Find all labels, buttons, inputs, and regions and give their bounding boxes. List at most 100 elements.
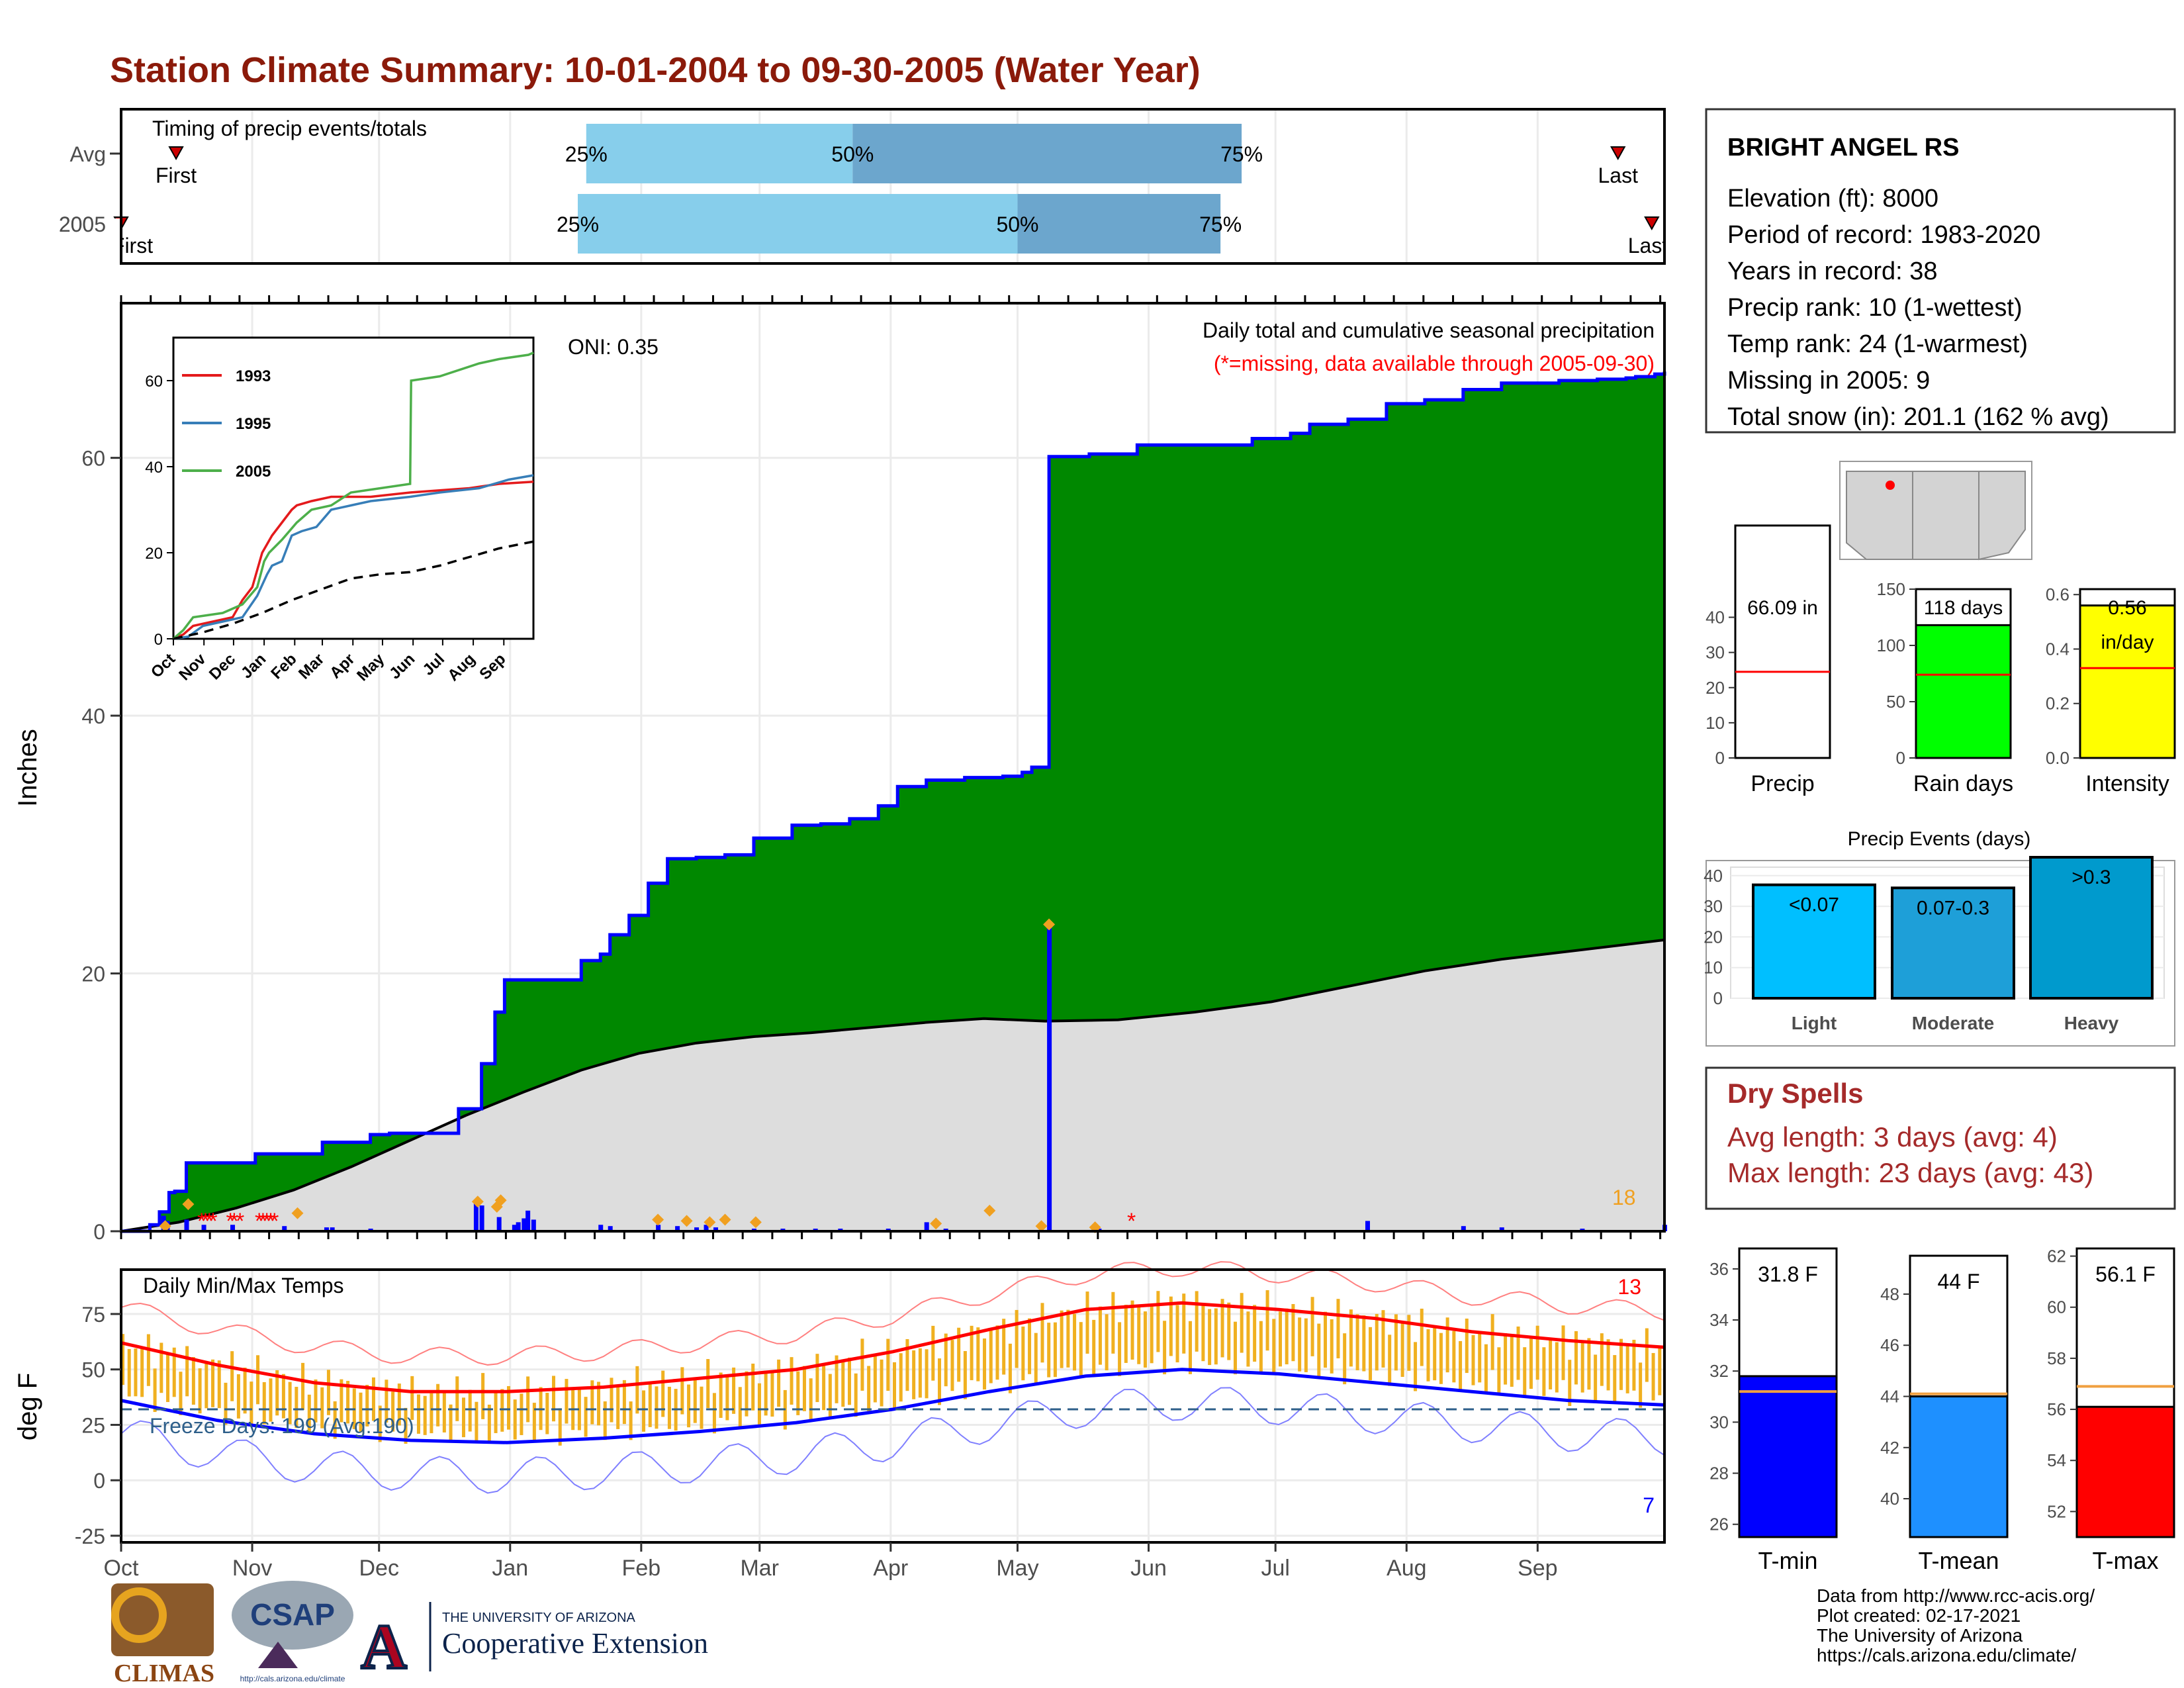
- daily-precip-bar: [1047, 924, 1052, 1231]
- daily-temp-range-bar: [1317, 1323, 1321, 1377]
- cumulative-2005-line: [121, 371, 1666, 1233]
- temp-ytick-label: 28: [1709, 1464, 1729, 1483]
- logos: CLIMAS CSAP http://cals.arizona.edu/climat…: [111, 1581, 708, 1687]
- daily-temp-range-bar: [635, 1366, 639, 1414]
- daily-temp-range-bar: [461, 1397, 465, 1438]
- daily-temp-range-bar: [700, 1386, 704, 1429]
- daily-temp-range-bar: [867, 1366, 871, 1411]
- daily-temp-range-bar: [1188, 1321, 1192, 1374]
- total-label: Intensity: [2085, 771, 2169, 796]
- daily-temp-range-bar: [385, 1380, 388, 1423]
- first-marker: [168, 146, 184, 161]
- daily-temp-range-bar: [1407, 1315, 1411, 1371]
- record-diamond: [719, 1213, 731, 1226]
- daily-temp-range-bar: [545, 1393, 549, 1434]
- daily-temp-range-bar: [281, 1374, 285, 1419]
- credit-line: https://cals.arizona.edu/climate/: [1817, 1645, 2076, 1665]
- daily-temp-range-bar: [777, 1359, 781, 1407]
- daily-precip-bar: [522, 1218, 527, 1231]
- daily-temp-range-bar: [1369, 1327, 1373, 1381]
- daily-precip-bar: [1365, 1221, 1370, 1231]
- daily-precip-bar: [675, 1226, 680, 1231]
- temp-ytick-label: 44: [1880, 1387, 1899, 1407]
- month-label: Nov: [232, 1556, 272, 1581]
- daily-precip-bar: [512, 1225, 517, 1231]
- daily-temp-range-bar: [603, 1401, 607, 1440]
- record-low-line: [120, 1387, 1665, 1494]
- daily-temp-range-bar: [1516, 1326, 1520, 1380]
- daily-temp-range-bar: [1098, 1306, 1102, 1365]
- station-name: BRIGHT ANGEL RS: [1727, 134, 1959, 162]
- daily-temp-range-bar: [205, 1361, 208, 1409]
- texas-shape: [1978, 471, 2026, 561]
- temp-value: 44 F: [1937, 1270, 1979, 1293]
- daily-temp-range-bar: [1298, 1317, 1302, 1372]
- daily-temp-range-bar: [1336, 1299, 1340, 1358]
- station-info-line: Years in record: 38: [1727, 258, 1938, 285]
- daily-temp-range-bar: [1233, 1321, 1237, 1375]
- month-label: May: [996, 1556, 1038, 1581]
- temp-ytick-label: 42: [1880, 1438, 1899, 1458]
- daily-temp-range-bar: [1400, 1323, 1404, 1378]
- daily-temp-range-bar: [211, 1359, 215, 1407]
- daily-temp-range-bar: [925, 1349, 929, 1399]
- daily-temp-range-bar: [1208, 1309, 1212, 1366]
- inset-series-line: [173, 481, 534, 640]
- daily-precip-bar: [713, 1227, 719, 1231]
- temp-ytick-label: 32: [1709, 1361, 1729, 1381]
- daily-temp-range-bar: [1272, 1319, 1276, 1372]
- daily-temp-range-bar: [989, 1330, 993, 1383]
- daily-temp-range-bar: [558, 1408, 562, 1446]
- temps-ytick-label: 0: [93, 1469, 105, 1493]
- total-label: Precip: [1751, 771, 1814, 796]
- daily-temp-range-bar: [436, 1383, 440, 1427]
- daily-temp-range-bar: [1169, 1296, 1173, 1356]
- daily-temp-range-bar: [475, 1401, 478, 1441]
- daily-temp-range-bar: [159, 1342, 163, 1393]
- daily-temp-range-bar: [1028, 1318, 1032, 1374]
- daily-temp-range-bar: [166, 1354, 170, 1402]
- total-ytick-label: 0: [1896, 748, 1905, 768]
- dry-spells-box: Dry Spells Avg length: 3 days (avg: 4) Max…: [1705, 1066, 2176, 1210]
- total-ytick-label: 0: [1715, 748, 1725, 768]
- station-info-line: Precip rank: 10 (1-wettest): [1727, 294, 2023, 322]
- daily-temp-range-bar: [912, 1350, 916, 1399]
- daily-temp-range-bar: [1426, 1329, 1430, 1382]
- daily-temp-range-bar: [1182, 1293, 1186, 1354]
- temp-value: 31.8 F: [1758, 1262, 1818, 1286]
- inset-series-line: [172, 352, 534, 640]
- daily-temp-range-bar: [365, 1385, 369, 1427]
- daily-temp-range-bar: [880, 1359, 884, 1407]
- daily-temp-range-bar: [1619, 1338, 1623, 1390]
- daily-temp-range-bar: [1484, 1344, 1488, 1393]
- temp-bar-label: T-min: [1758, 1547, 1818, 1574]
- station-location-dot: [1886, 481, 1895, 490]
- daily-temp-range-bar: [1130, 1300, 1134, 1360]
- record-diamond: [1035, 1220, 1048, 1233]
- total-ytick-label: 100: [1877, 635, 1905, 655]
- temp-bar-label: T-mean: [1918, 1547, 1999, 1574]
- daily-temp-range-bar: [790, 1357, 794, 1405]
- daily-temp-range-bar: [732, 1367, 736, 1414]
- daily-temp-range-bar: [944, 1333, 948, 1387]
- events-ytick-label: 0: [1713, 988, 1723, 1008]
- daily-temp-range-bar: [121, 1334, 124, 1385]
- daily-temp-range-bar: [1613, 1355, 1617, 1403]
- dry-spells-max: Max length: 23 days (avg: 43): [1727, 1157, 2093, 1188]
- daily-temp-range-bar: [140, 1348, 144, 1397]
- month-label: Oct: [104, 1556, 139, 1581]
- daily-temp-range-bar: [1304, 1318, 1308, 1372]
- csap-logo-cloud: [232, 1581, 353, 1650]
- credit-line: Plot created: 02-17-2021: [1817, 1605, 2021, 1626]
- daily-temp-range-bar: [487, 1404, 491, 1444]
- precip-events-chart: Precip Events (days) 0 10 20 30 40 <0.07 Light 0…: [1704, 828, 2175, 1047]
- month-label: Mar: [740, 1556, 779, 1581]
- timing-q50: 50%: [996, 212, 1038, 236]
- daily-temp-range-bar: [1587, 1338, 1591, 1390]
- record-high-count: 13: [1617, 1275, 1641, 1299]
- daily-temp-range-bar: [1240, 1293, 1244, 1353]
- events-ytick-label: 10: [1704, 958, 1723, 978]
- daily-temp-range-bar: [950, 1340, 954, 1391]
- daily-temp-range-bar: [1504, 1333, 1508, 1385]
